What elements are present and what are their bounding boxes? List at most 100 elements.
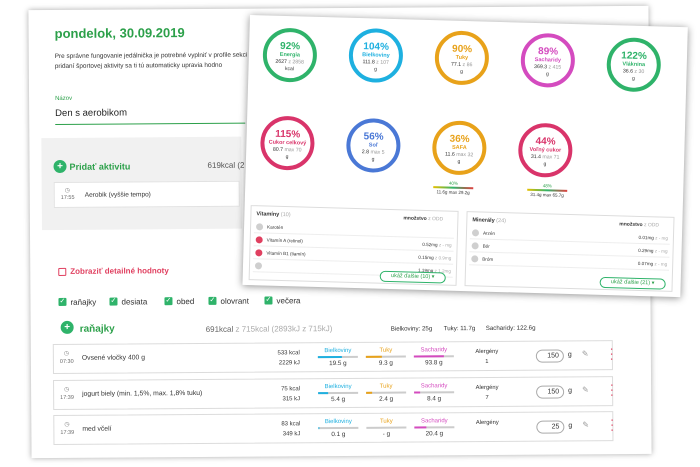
meal-summary: 691kcal z 715kcal (2893kJ z 715kJ)	[205, 324, 333, 334]
food-carbs: Sacharidy 93.8 g	[412, 346, 456, 367]
detail-values-checkbox[interactable]	[58, 267, 67, 276]
food-name: jogurt biely (min. 1,5%, max. 1,8% tuku)	[82, 389, 203, 398]
clock-icon: ◷	[64, 421, 70, 428]
check-icon: ✓	[109, 297, 118, 306]
food-fat: Tuky - g	[364, 418, 408, 439]
free-sugar-gauge: 48% 31.4g max 65.7g	[527, 183, 568, 198]
nutrient-ring: 92% Energia 2627 z 2858 kcal	[262, 27, 318, 83]
nutrient-unit: g	[374, 66, 378, 73]
food-allergens: Alergény 7	[475, 384, 499, 401]
add-activity-button[interactable]: Pridať aktivitu	[69, 161, 131, 172]
meal-proteins: Bielkoviny: 25g	[390, 325, 433, 333]
food-energy: 83 kcal 349 kJ	[281, 421, 301, 438]
safa-gauge: 40% 11.6g max 29.2g	[433, 180, 474, 195]
kebab-icon[interactable]: · · ·	[610, 380, 614, 401]
check-icon: ✓	[58, 297, 67, 306]
nutrient-name: Vitamín B1 (tiamín)	[266, 250, 306, 257]
check-icon: ✓	[208, 296, 217, 305]
meal-title: raňajky	[79, 323, 115, 335]
quantity-input[interactable]: 25	[536, 420, 565, 434]
nutrient-value: 0.15mg z 0.9mg	[418, 254, 452, 261]
quantity-input[interactable]: 150	[536, 385, 565, 399]
activity-row[interactable]: ◷ 17:55 Aerobik (vyššie tempo)	[53, 180, 240, 208]
food-protein: Bielkoviny 0.1 g	[316, 418, 360, 439]
vitamins-show-more-button[interactable]: ukáž ďalšie (10) ▾	[379, 270, 446, 284]
meal-carbs: Sacharidy: 122.6g	[485, 324, 536, 332]
meal-filter-breakfast[interactable]: ✓ raňajky	[58, 297, 97, 307]
pencil-icon[interactable]: ✎	[582, 420, 590, 430]
page-title: pondelok, 30.09.2019	[54, 25, 185, 41]
food-energy: 75 kcal 315 kJ	[281, 386, 301, 403]
food-row[interactable]: ◷ 17:39 med včelí 83 kcal 349 kJ Bielkoviny 0.…	[53, 411, 614, 446]
nutrient-unit: g	[543, 161, 547, 168]
vitamins-qty-header: množstvo z ODD	[403, 215, 444, 223]
check-icon: ✓	[264, 296, 273, 305]
meal-fats: Tuky: 11.7g	[443, 325, 476, 333]
nutrient-name: Bróm	[482, 256, 494, 262]
meal-filter-afternoon[interactable]: ✓ olovrant	[208, 296, 249, 306]
nutrient-ring: 115% Cukor celkový 80.7 max 70 g	[259, 115, 316, 171]
food-time: 17:39	[60, 394, 74, 401]
nutrient-value: 0.52mg z - mg	[422, 241, 452, 248]
nutrient-ring: 44% Voľný cukor 31.4 max 71 g	[517, 122, 574, 179]
food-row[interactable]: ◷ 17:39 jogurt biely (min. 1,5%, max. 1,8%…	[53, 376, 614, 411]
pencil-icon[interactable]: ✎	[582, 385, 589, 395]
nutrient-unit: g	[285, 154, 289, 161]
nutrient-dot-icon	[255, 249, 263, 257]
activity-kcal: 619kcal (2	[207, 160, 245, 170]
food-allergens: Alergény	[475, 419, 499, 427]
name-field-label: Názov	[55, 95, 73, 102]
quantity-unit: g	[568, 387, 573, 395]
activity-time: 17:55	[60, 194, 75, 201]
food-fat: Tuky 9.3 g	[364, 347, 408, 368]
food-carbs: Sacharidy 20.4 g	[412, 417, 456, 438]
clock-icon: ◷	[64, 187, 70, 194]
meal-filter-dinner[interactable]: ✓ večera	[264, 296, 301, 306]
meal-filter-snack[interactable]: ✓ desiata	[109, 297, 148, 307]
check-icon: ✓	[164, 297, 173, 306]
minerals-panel: Minerály (24) množstvo z ODD Arzén 0.01mg…	[464, 211, 675, 292]
nutrient-dot-icon	[471, 242, 479, 250]
food-time: 07:30	[59, 358, 74, 365]
nutrient-ring: 36% SAFA 11.6 max 32 g	[431, 120, 488, 176]
food-row[interactable]: ◷ 07:30 Ovsené vločky 400 g 533 kcal 2229 kJ…	[52, 340, 614, 375]
clock-icon: ◷	[64, 386, 70, 393]
nutrient-dot-icon	[255, 223, 264, 231]
nutrient-name: Arzén	[482, 230, 496, 236]
clock-icon: ◷	[63, 350, 70, 357]
kebab-icon[interactable]: · · ·	[610, 415, 614, 436]
nutrient-ring: 90% Tuky 77.1 z 86 g	[434, 30, 490, 86]
quantity-input[interactable]: 150	[535, 349, 564, 363]
minerals-qty-header: množstvo z ODD	[619, 221, 660, 229]
food-time: 17:39	[60, 429, 75, 436]
nutrient-unit: g	[545, 71, 549, 78]
name-input[interactable]: Den s aerobikom	[55, 107, 128, 119]
kebab-icon[interactable]: · · ·	[610, 344, 614, 365]
activity-name: Aerobik (vyššie tempo)	[84, 191, 151, 199]
minerals-title: Minerály (24)	[472, 217, 507, 225]
nutrient-value: 0.01mg z - mg	[638, 234, 668, 241]
detail-values-label[interactable]: Zobraziť detailné hodnoty	[70, 266, 169, 276]
nutrient-unit: kcal	[284, 66, 295, 73]
meal-filter-lunch[interactable]: ✓ obed	[164, 297, 195, 307]
nutrient-dot-icon	[254, 262, 263, 270]
food-protein: Bielkoviny 19.5 g	[316, 347, 360, 368]
food-allergens: Alergény 1	[475, 348, 499, 365]
nutrient-value: 0.29mg z - mg	[638, 247, 668, 254]
plus-icon[interactable]: +	[53, 159, 67, 173]
nutrient-unit: g	[631, 75, 635, 82]
pencil-icon[interactable]: ✎	[581, 349, 589, 359]
nutrient-unit: g	[460, 68, 463, 75]
minerals-show-more-button[interactable]: ukáž ďalšie (21) ▾	[599, 276, 666, 290]
vitamins-panel: Vitamíny (10) množstvo z ODD Karotén Vit…	[248, 205, 459, 286]
food-fat: Tuky 2.4 g	[364, 383, 408, 404]
nutrient-dot-icon	[471, 255, 479, 263]
add-food-plus-icon[interactable]: +	[60, 320, 74, 334]
nutrient-ring: 122% Vláknina 36.6 z 30 g	[606, 36, 662, 93]
nutrient-name: Vitamín A (retinol)	[266, 237, 303, 244]
food-name: Ovsené vločky 400 g	[81, 354, 145, 362]
food-name: med včelí	[82, 425, 112, 433]
nutrient-unit: g	[457, 158, 461, 165]
nutrient-dot-icon	[471, 229, 480, 237]
